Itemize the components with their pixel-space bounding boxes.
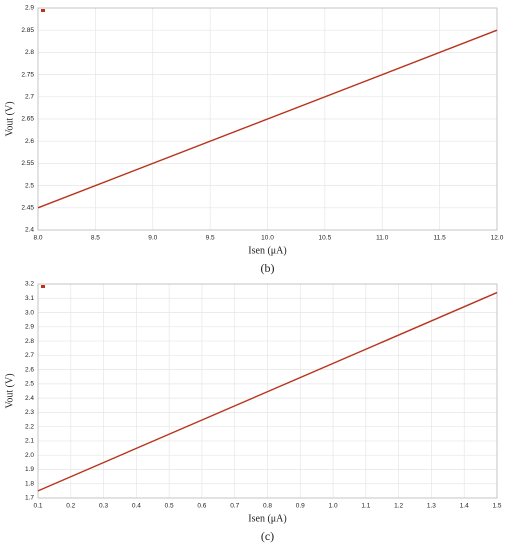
y-tick-label: 2.9	[25, 324, 34, 331]
x-tick-label: 0.4	[132, 503, 141, 510]
y-tick-label: 1.7	[25, 495, 34, 502]
series-line	[37, 29, 498, 209]
x-axis-label: Isen (μA)	[248, 245, 286, 256]
y-axis-label: Vout (V)	[4, 101, 15, 136]
x-tick-label: 1.3	[427, 503, 436, 510]
x-tick-label: 0.6	[197, 503, 206, 510]
y-tick-label: 2.3	[25, 409, 34, 416]
y-tick-label: 2.85	[21, 27, 34, 34]
x-tick-label: 0.5	[165, 503, 174, 510]
y-tick-label: 2.0	[25, 452, 34, 459]
y-axis-label: Vout (V)	[4, 373, 15, 408]
x-tick-label: 10.5	[319, 235, 332, 242]
x-tick-label: 9.0	[148, 235, 157, 242]
x-tick-label: 10.0	[261, 235, 274, 242]
x-tick-label: 1.5	[492, 503, 501, 510]
y-tick-label: 2.75	[21, 71, 34, 78]
y-tick-label: 2.65	[21, 116, 34, 123]
y-tick-label: 2.9	[25, 5, 34, 12]
x-tick-label: 0.2	[66, 503, 75, 510]
y-tick-label: 2.5	[25, 381, 34, 388]
y-tick-label: 1.9	[25, 466, 34, 473]
y-tick-label: 2.6	[25, 138, 34, 145]
y-tick-label: 2.6	[25, 366, 34, 373]
x-tick-label: 11.5	[434, 235, 447, 242]
y-tick-label: 2.4	[25, 227, 34, 234]
y-tick-label: 1.8	[25, 480, 34, 487]
x-tick-label: 0.1	[33, 503, 42, 510]
x-tick-label: 0.8	[263, 503, 272, 510]
legend-swatch	[41, 9, 45, 12]
x-tick-label: 9.5	[206, 235, 215, 242]
x-tick-label: 11.0	[376, 235, 389, 242]
x-tick-label: 1.1	[361, 503, 370, 510]
x-tick-label: 8.0	[33, 235, 42, 242]
y-tick-label: 2.4	[25, 395, 34, 402]
x-tick-label: 1.2	[394, 503, 403, 510]
legend-swatch	[41, 285, 45, 288]
y-tick-label: 2.7	[25, 94, 34, 101]
x-tick-label: 12.0	[491, 235, 504, 242]
x-tick-label: 1.4	[460, 503, 469, 510]
x-tick-label: 0.9	[296, 503, 305, 510]
y-tick-label: 3.1	[25, 295, 34, 302]
y-tick-label: 2.8	[25, 49, 34, 56]
x-tick-label: 1.0	[329, 503, 338, 510]
y-tick-label: 3.2	[25, 281, 34, 288]
plot-frame	[37, 283, 498, 499]
y-tick-label: 2.1	[25, 438, 34, 445]
y-tick-label: 2.2	[25, 423, 34, 430]
y-tick-label: 2.45	[21, 205, 34, 212]
series-line	[37, 291, 498, 492]
x-axis-label: Isen (μA)	[248, 513, 286, 524]
y-tick-label: 3.0	[25, 309, 34, 316]
x-tick-label: 0.7	[230, 503, 239, 510]
x-tick-label: 8.5	[91, 235, 100, 242]
y-tick-label: 2.8	[25, 338, 34, 345]
caption: (c)	[261, 529, 274, 543]
y-tick-label: 2.5	[25, 182, 34, 189]
plot-frame	[37, 7, 498, 231]
y-tick-label: 2.55	[21, 160, 34, 167]
y-tick-label: 2.7	[25, 352, 34, 359]
caption: (b)	[261, 261, 275, 275]
x-tick-label: 0.3	[99, 503, 108, 510]
